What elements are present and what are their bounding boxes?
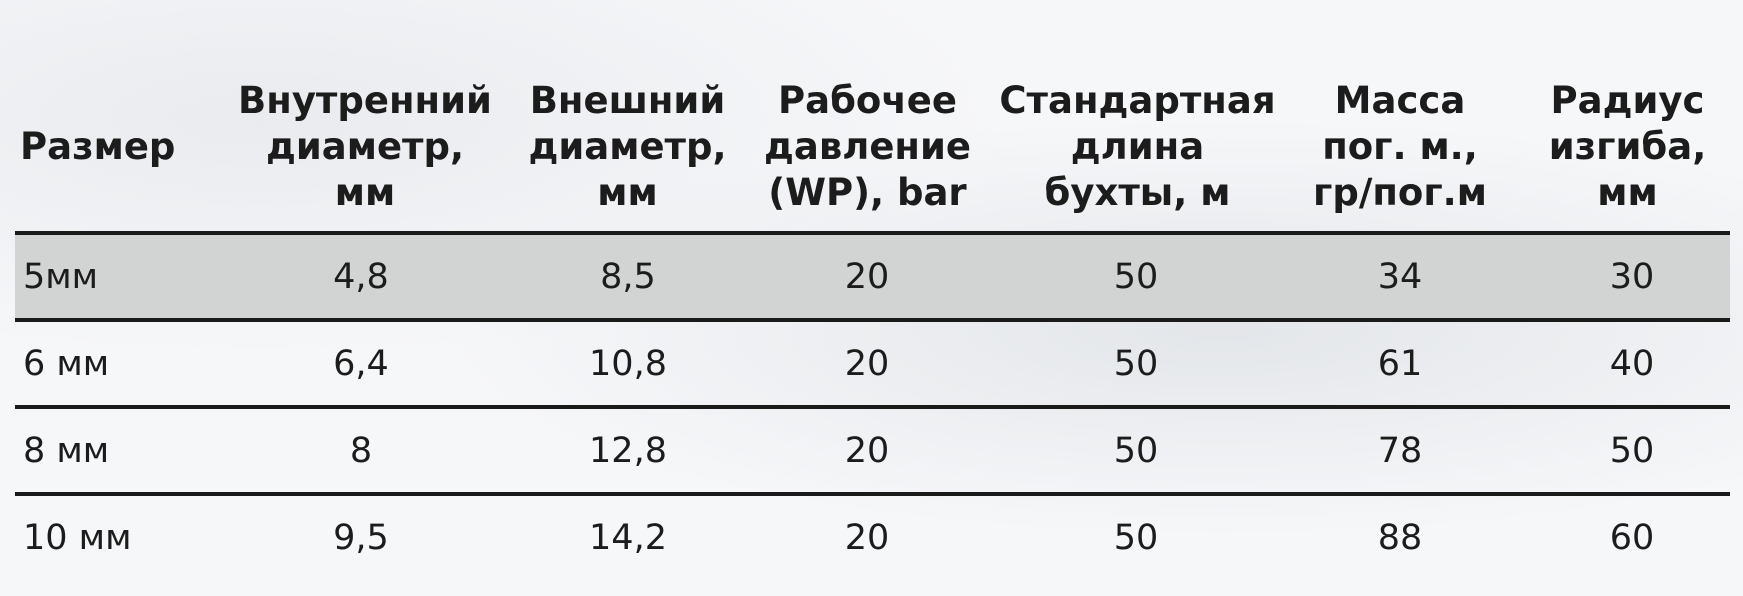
table-cell: 50 [1113,343,1159,384]
table-cell: 20 [844,430,890,471]
column-header: Масса пог. м., гр/пог.м [1313,79,1487,214]
table-cell: 78 [1377,430,1423,471]
table-cell: 88 [1377,517,1423,558]
table-cell: 9,5 [333,517,389,558]
table-cell: 6 мм [23,343,110,384]
table-cell: 8 [349,430,373,471]
column-header: Стандартная длина бухты, м [999,79,1276,214]
table-cell: 14,2 [589,517,667,558]
table-cell: 5мм [23,256,99,297]
table-cell: 40 [1609,343,1655,384]
table-cell: 12,8 [589,430,667,471]
table-cell: 61 [1377,343,1423,384]
table-cell: 30 [1609,256,1655,297]
table-cell: 20 [844,517,890,558]
table-cell: 20 [844,343,890,384]
column-header: Радиус изгиба, мм [1548,79,1707,214]
table-row: 5мм 4,8 8,5 20 50 34 30 [15,231,1730,318]
table-row: 8 мм 8 12,8 20 50 78 50 [15,405,1730,492]
table-cell: 50 [1113,256,1159,297]
column-header: Внутренний диаметр, мм [238,79,492,214]
table-cell: 4,8 [333,256,389,297]
column-header: Размер [20,125,176,168]
table-cell: 34 [1377,256,1423,297]
column-header: Рабочее давление (WP), bar [763,79,972,214]
table-cell: 50 [1609,430,1655,471]
column-header: Внешний диаметр, мм [528,79,727,214]
table-cell: 6,4 [333,343,389,384]
table-cell: 8,5 [600,256,656,297]
table-cell: 8 мм [23,430,110,471]
table-row: 10 мм 9,5 14,2 20 50 88 60 [15,492,1730,579]
table-cell: 50 [1113,430,1159,471]
table-cell: 60 [1609,517,1655,558]
table-row: 6 мм 6,4 10,8 20 50 61 40 [15,318,1730,405]
table-cell: 10 мм [23,517,132,558]
table-cell: 50 [1113,517,1159,558]
table-cell: 20 [844,256,890,297]
table-cell: 10,8 [589,343,667,384]
